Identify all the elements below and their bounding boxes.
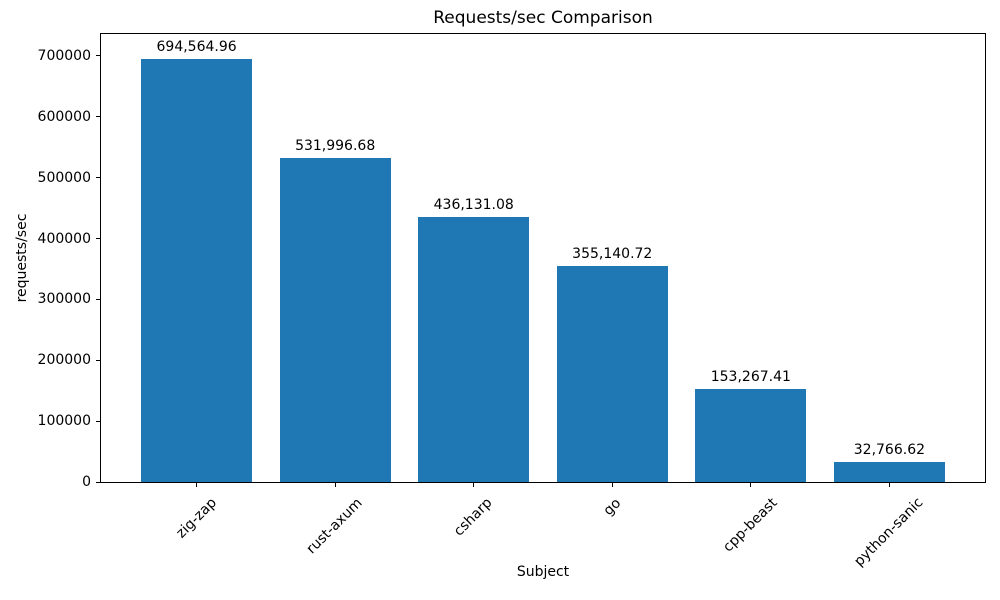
bar-value-label: 32,766.62 <box>853 442 926 459</box>
bar-value-label: 153,267.41 <box>710 368 791 385</box>
y-tick-label: 600000 <box>37 108 91 125</box>
y-tick-label: 300000 <box>37 291 91 308</box>
x-tick-label: cpp-beast <box>720 494 781 556</box>
chart-title: Requests/sec Comparison <box>433 8 653 28</box>
bar-value-label: 355,140.72 <box>572 245 653 262</box>
y-axis-label: requests/sec <box>14 213 30 303</box>
y-tick-label: 400000 <box>37 230 91 247</box>
y-tick-label: 200000 <box>37 352 91 369</box>
y-tick-mark <box>96 359 100 361</box>
y-tick-mark <box>96 177 100 179</box>
x-tick-mark <box>888 483 890 487</box>
y-tick-mark <box>96 238 100 240</box>
x-tick-label: python-sanic <box>851 494 927 571</box>
x-tick-mark <box>611 483 613 487</box>
y-tick-mark <box>96 481 100 483</box>
y-tick-mark <box>96 420 100 422</box>
plot-area: 0 100000 200000 300000 400000 500000 600000 700… <box>38 33 986 570</box>
x-tick-mark <box>473 483 475 487</box>
bar-zig-zap <box>141 59 253 482</box>
y-tick-mark <box>96 298 100 300</box>
x-tick-mark <box>196 483 198 487</box>
x-tick-mark <box>750 483 752 487</box>
y-tick-mark <box>96 55 100 57</box>
bar-rust-axum <box>279 158 391 482</box>
bar-value-label: 694,564.96 <box>156 39 237 56</box>
x-tick-label: rust-axum <box>303 495 366 558</box>
y-tick-label: 0 <box>82 474 91 490</box>
bar-value-label: 531,996.68 <box>295 138 376 155</box>
bar-cpp-beast <box>695 388 807 482</box>
y-tick-label: 500000 <box>37 169 91 186</box>
x-tick-label: zig-zap <box>172 494 220 542</box>
x-tick-mark <box>334 483 336 487</box>
y-tick-label: 100000 <box>37 413 91 430</box>
x-tick-label: csharp <box>451 494 496 540</box>
bar-go <box>556 265 668 482</box>
x-axis-label: Subject <box>516 564 570 580</box>
bar-python-sanic <box>833 462 945 482</box>
y-tick-label: 700000 <box>37 47 91 64</box>
bar-value-label: 436,131.08 <box>433 196 514 213</box>
bar-csharp <box>418 216 530 482</box>
y-tick-mark <box>96 116 100 118</box>
x-tick-label: go <box>600 494 624 519</box>
